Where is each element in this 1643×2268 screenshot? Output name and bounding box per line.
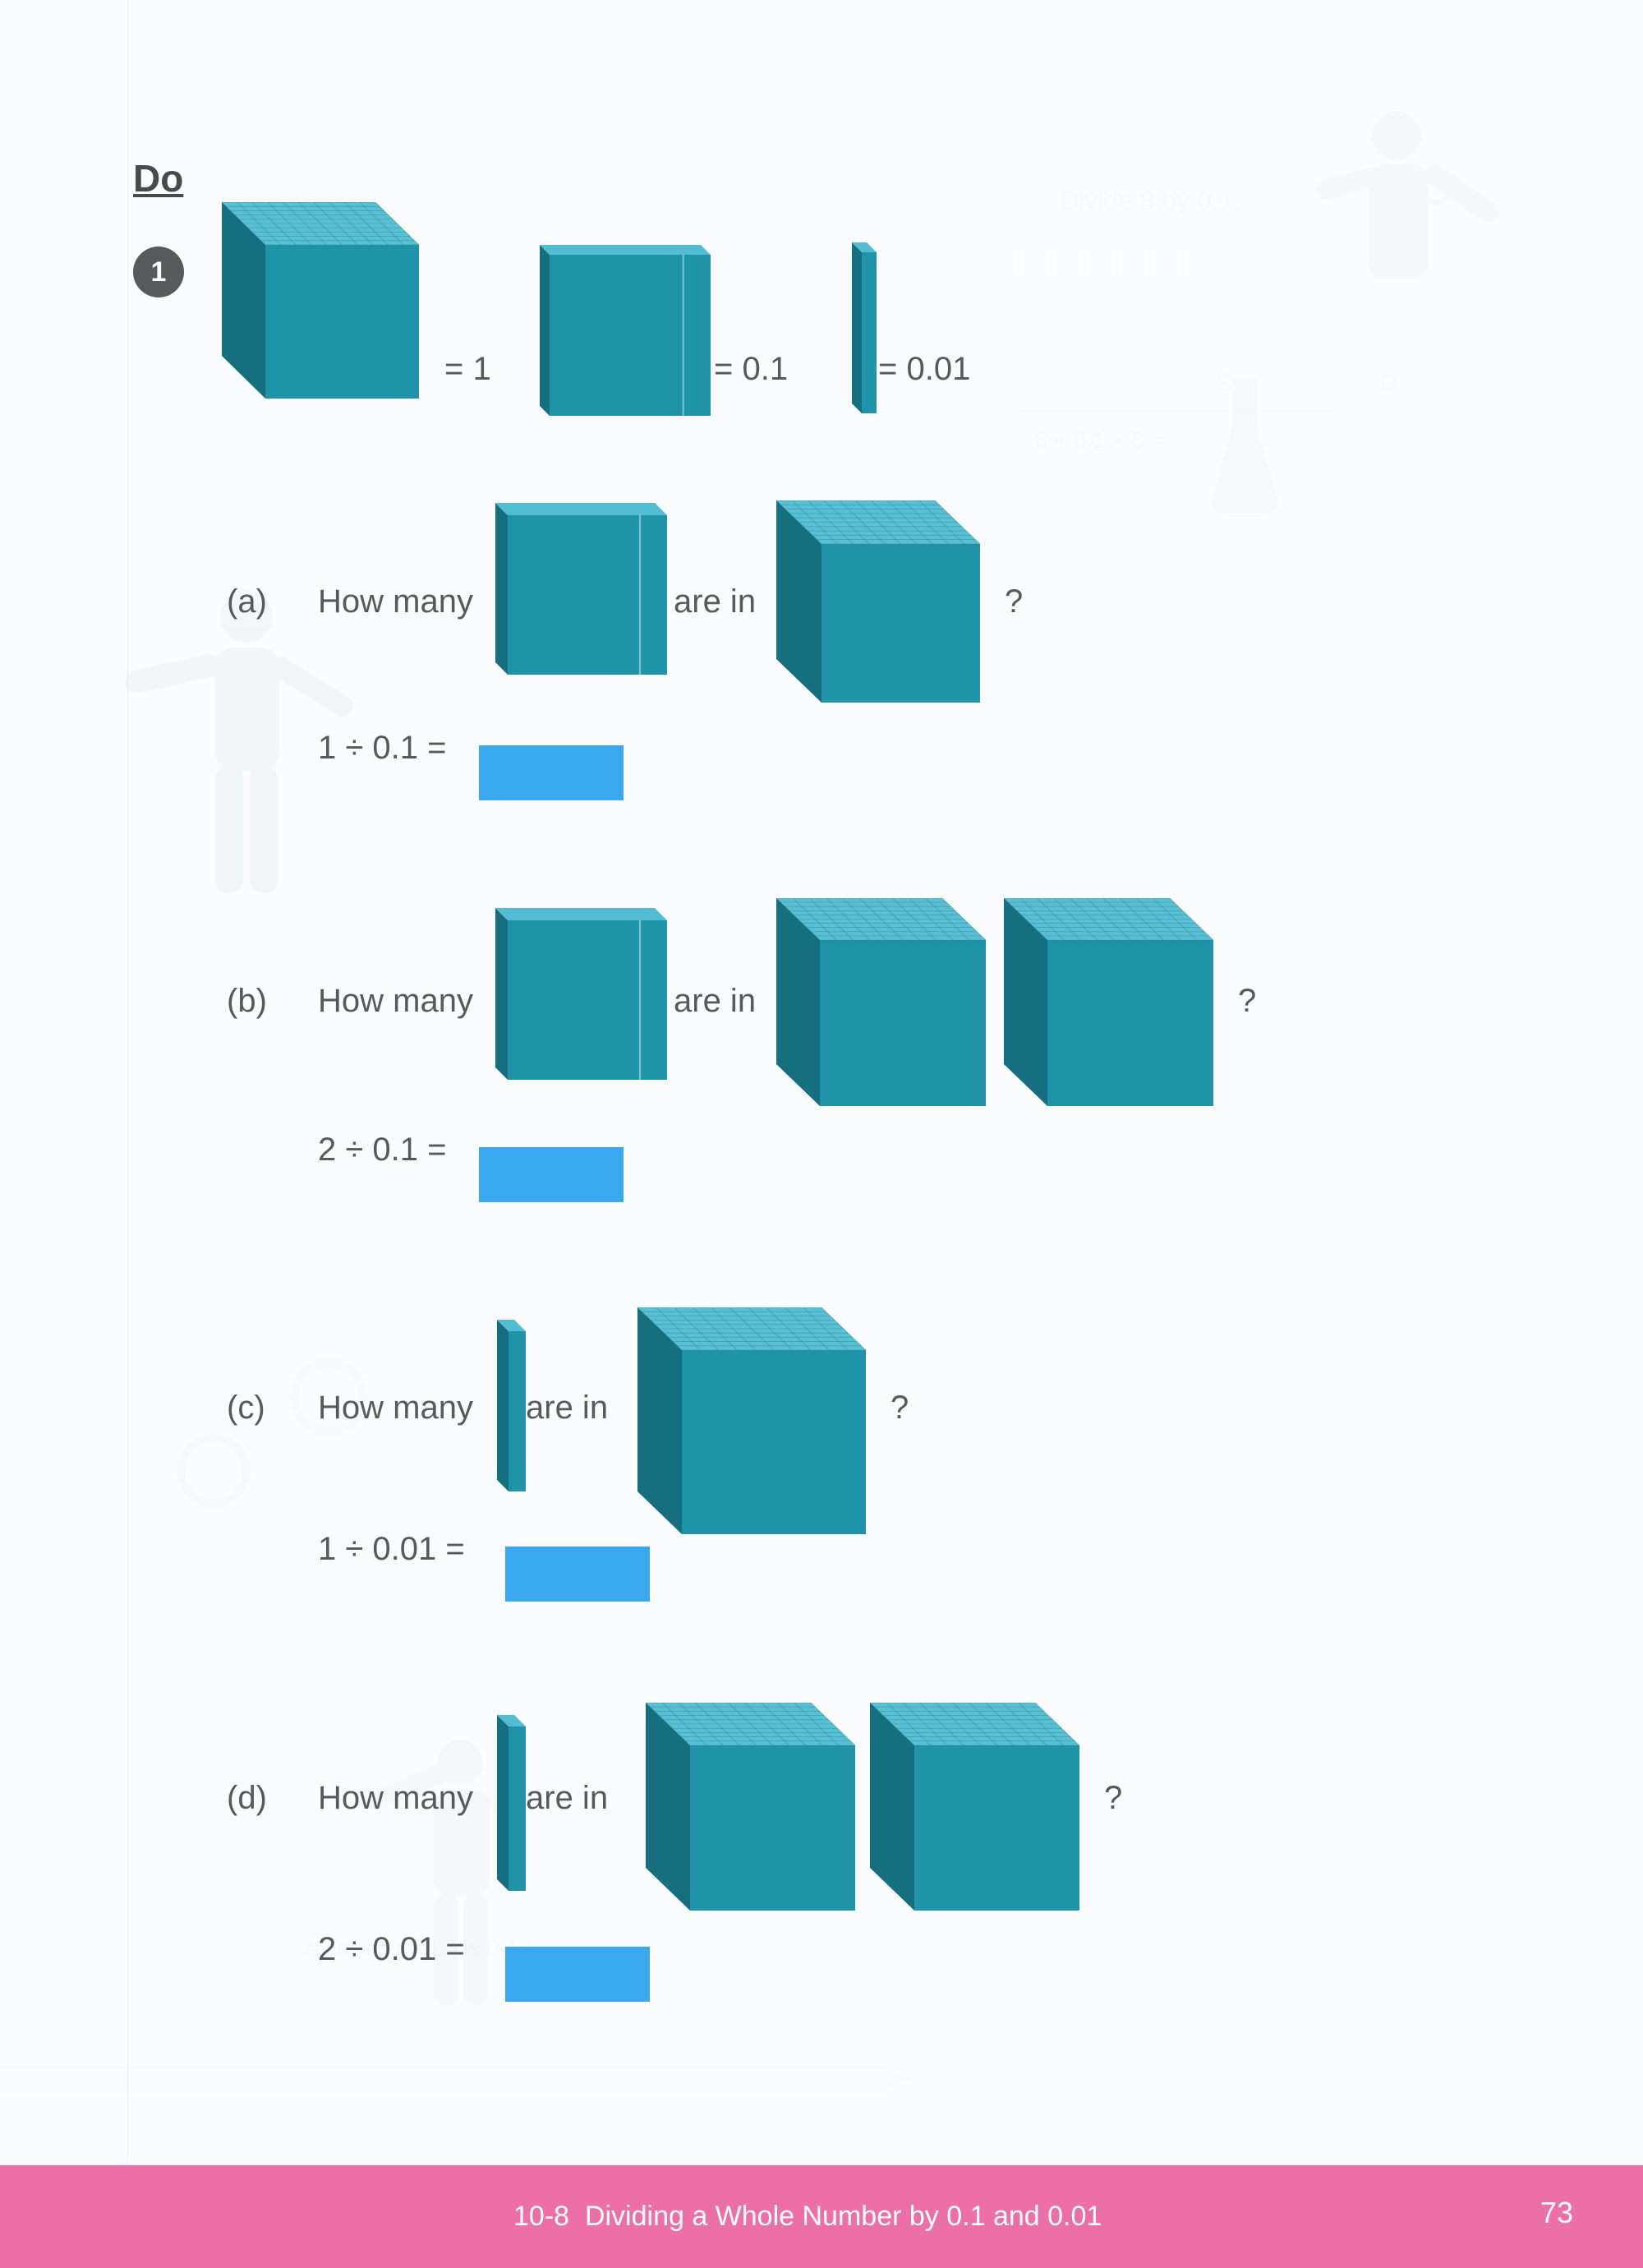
svg-text:8 ÷ 0.1 × 6 =: 8 ÷ 0.1 × 6 = [1035,427,1164,453]
svg-text:Divide 8 by 0.1.: Divide 8 by 0.1. [1060,186,1241,215]
svg-text:S: S [1216,370,1232,397]
svg-text:D: D [1380,370,1398,397]
